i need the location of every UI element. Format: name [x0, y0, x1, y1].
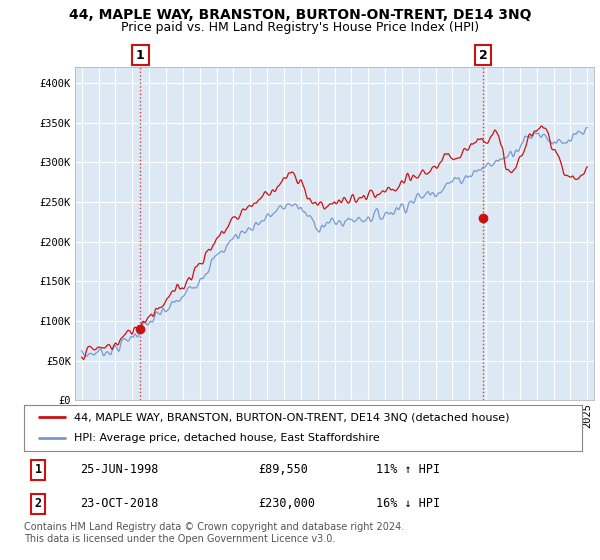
Text: 11% ↑ HPI: 11% ↑ HPI: [376, 463, 440, 476]
Text: 25-JUN-1998: 25-JUN-1998: [80, 463, 158, 476]
Text: 1: 1: [136, 49, 145, 62]
Text: 23-OCT-2018: 23-OCT-2018: [80, 497, 158, 510]
Text: 2: 2: [479, 49, 487, 62]
Text: 44, MAPLE WAY, BRANSTON, BURTON-ON-TRENT, DE14 3NQ: 44, MAPLE WAY, BRANSTON, BURTON-ON-TRENT…: [69, 8, 531, 22]
Text: 1: 1: [34, 463, 41, 476]
Text: Price paid vs. HM Land Registry's House Price Index (HPI): Price paid vs. HM Land Registry's House …: [121, 21, 479, 34]
Text: 44, MAPLE WAY, BRANSTON, BURTON-ON-TRENT, DE14 3NQ (detached house): 44, MAPLE WAY, BRANSTON, BURTON-ON-TRENT…: [74, 412, 510, 422]
Text: 2: 2: [34, 497, 41, 510]
Text: £89,550: £89,550: [259, 463, 308, 476]
Text: 16% ↓ HPI: 16% ↓ HPI: [376, 497, 440, 510]
Text: HPI: Average price, detached house, East Staffordshire: HPI: Average price, detached house, East…: [74, 433, 380, 444]
Text: Contains HM Land Registry data © Crown copyright and database right 2024.
This d: Contains HM Land Registry data © Crown c…: [24, 522, 404, 544]
Text: £230,000: £230,000: [259, 497, 316, 510]
